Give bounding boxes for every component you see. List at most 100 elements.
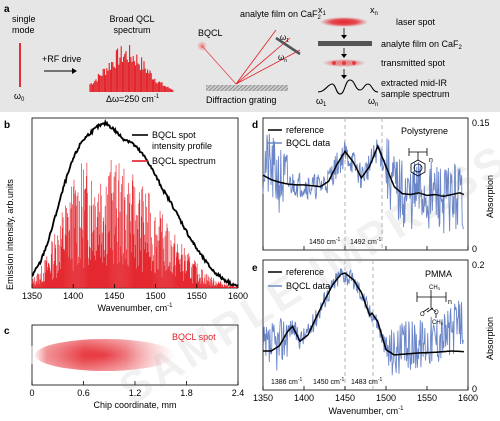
transmitted-dot-1 xyxy=(332,61,336,65)
panel-c-label: c xyxy=(4,326,10,337)
bqcl-data-series-d xyxy=(262,133,464,234)
rf-drive-label: +RF drive xyxy=(42,54,81,64)
single-mode-label-1: single xyxy=(12,14,36,24)
polystyrene-structure-icon xyxy=(408,148,428,177)
bqcl-spot-label: BQCL spot xyxy=(172,332,216,342)
peak-label-1386: 1386 cm-1 xyxy=(271,377,303,386)
pmma-ch3-bottom: CH3 xyxy=(432,320,444,326)
transmitted-dot-3 xyxy=(352,61,356,65)
panel-a-background xyxy=(0,0,500,112)
rf-arrow-head-icon xyxy=(72,68,77,74)
compound-polystyrene: Polystyrene xyxy=(401,126,448,136)
x1-label: x1 xyxy=(318,5,327,17)
omega-1-label: ω1 xyxy=(280,33,289,44)
diffracted-beam-3 xyxy=(235,49,301,85)
e-xtick-label: 1500 xyxy=(376,393,396,403)
delta-omega-label: Δω=250 cm2-1 xyxy=(106,94,160,104)
bqcl-spectrum-series xyxy=(31,160,239,288)
bqcl-label: BQCL xyxy=(198,28,223,38)
legend-spectrum-label: BQCL spectrum xyxy=(152,156,216,166)
panel-e-label: e xyxy=(252,263,258,274)
w1-label: ω1 xyxy=(316,96,327,108)
panel-e-frame xyxy=(262,259,469,391)
pmma-structure-icon xyxy=(416,290,447,318)
diffracted-beam-2 xyxy=(235,37,291,85)
panel-d-xticks xyxy=(262,246,469,250)
c-xtick-label: 0.6 xyxy=(77,388,90,398)
e-xtick-label: 1400 xyxy=(294,393,314,403)
b-xtick-label: 1400 xyxy=(63,291,83,301)
down-arrow-head-1-icon xyxy=(341,35,347,39)
panel-e-ylabel: Absorption xyxy=(485,317,495,360)
pmma-n: n xyxy=(448,299,452,306)
broad-qcl-title-1: Broad QCL xyxy=(109,14,154,24)
legend-reference-d: reference xyxy=(286,125,324,135)
extracted-spectrum-trace xyxy=(317,79,379,95)
legend-profile-label-1: BQCL spot xyxy=(152,130,196,140)
legend-reference-e: reference xyxy=(286,267,324,277)
panel-c-xlabel: Chip coordinate, mm xyxy=(93,400,176,410)
analyte-film-label-2: analyte film on CaF2 xyxy=(381,39,463,51)
legend-data-d: BQCL data xyxy=(286,138,330,148)
diffraction-grating-icon xyxy=(206,85,288,91)
diffracted-beam-1 xyxy=(235,29,277,85)
omega-zero-label: ω0 xyxy=(14,91,25,103)
c-xtick-label: 0 xyxy=(29,388,34,398)
wn-label: ωn xyxy=(368,96,378,108)
peak-label-1492-d: 1492 cm-1 xyxy=(350,237,382,246)
legend-profile-label-2: intensity profile xyxy=(152,141,212,151)
analyte-film-label: analyte film on CaF2 xyxy=(240,9,322,21)
omega-n-label: ωn xyxy=(278,53,287,64)
analyte-film-bar xyxy=(318,41,372,46)
peak-label-1483: 1483 cm-1 xyxy=(351,377,383,386)
b-xtick-label: 1550 xyxy=(187,291,207,301)
heatmap-fade xyxy=(25,333,185,377)
spot-profile-series xyxy=(31,118,239,287)
xn-label: xn xyxy=(370,5,378,17)
e-xtick-label: 1350 xyxy=(253,393,273,403)
reference-series-e xyxy=(263,272,464,356)
incident-beam xyxy=(201,45,237,85)
polystyrene-n: n xyxy=(429,157,433,164)
panel-a: a single mode ω0 +RF drive Broad QCL spe… xyxy=(0,0,500,112)
panel-c-xticks: 0 0.6 1.2 1.8 2.4 xyxy=(29,381,244,398)
peak-label-1450-d: 1450 cm-1 xyxy=(309,237,341,246)
d-ytick-bottom: 0 xyxy=(472,244,477,254)
transmitted-dot-2 xyxy=(342,61,346,65)
broad-spectrum-trace xyxy=(89,45,174,92)
b-xtick-label: 1500 xyxy=(146,291,166,301)
panel-c: c BQCL spot 0 0.6 1.2 1.8 2.4 Chip coordinat… xyxy=(4,324,244,410)
panel-e-xticks: 1350 1400 1450 1500 1550 1600 xyxy=(253,386,478,403)
c-xtick-label: 1.8 xyxy=(180,388,193,398)
panel-a-label: a xyxy=(4,4,10,15)
e-xtick-label: 1550 xyxy=(417,393,437,403)
laser-spot-label: laser spot xyxy=(396,17,436,27)
c-xtick-label: 2.4 xyxy=(232,388,245,398)
d-ytick-top: 0.15 xyxy=(472,118,490,128)
transmitted-label: transmitted spot xyxy=(381,58,446,68)
b-xtick-label: 1600 xyxy=(228,291,248,301)
c-xtick-label: 1.2 xyxy=(129,388,142,398)
broad-qcl-title-2: spectrum xyxy=(113,25,150,35)
panel-d-label: d xyxy=(252,120,258,131)
reference-series-d xyxy=(262,144,465,198)
panel-b-label: b xyxy=(4,120,10,131)
compound-pmma: PMMA xyxy=(425,269,452,279)
b-xtick-label: 1350 xyxy=(22,291,42,301)
down-arrow-head-2-icon xyxy=(341,54,347,58)
b-xtick-label: 1450 xyxy=(104,291,124,301)
single-mode-label-2: mode xyxy=(12,25,35,35)
panel-d-ylabel: Absorption xyxy=(485,175,495,218)
panel-b-xlabel: Wavenumber, cm-1 xyxy=(97,303,173,313)
e-xtick-label: 1600 xyxy=(458,393,478,403)
pmma-o1: O xyxy=(420,312,425,318)
panel-d: d reference BQCL data Polystyrene n 1450… xyxy=(252,117,495,254)
extracted-label-1: extracted mid-IR xyxy=(381,78,448,88)
e-ytick-top: 0.2 xyxy=(472,260,485,270)
extracted-label-2: sample spectrum xyxy=(381,89,450,99)
pmma-o2: O xyxy=(434,310,439,316)
down-arrow-head-3-icon xyxy=(341,75,347,79)
grating-label: Diffraction grating xyxy=(206,95,276,105)
e-xtick-label: 1450 xyxy=(335,393,355,403)
